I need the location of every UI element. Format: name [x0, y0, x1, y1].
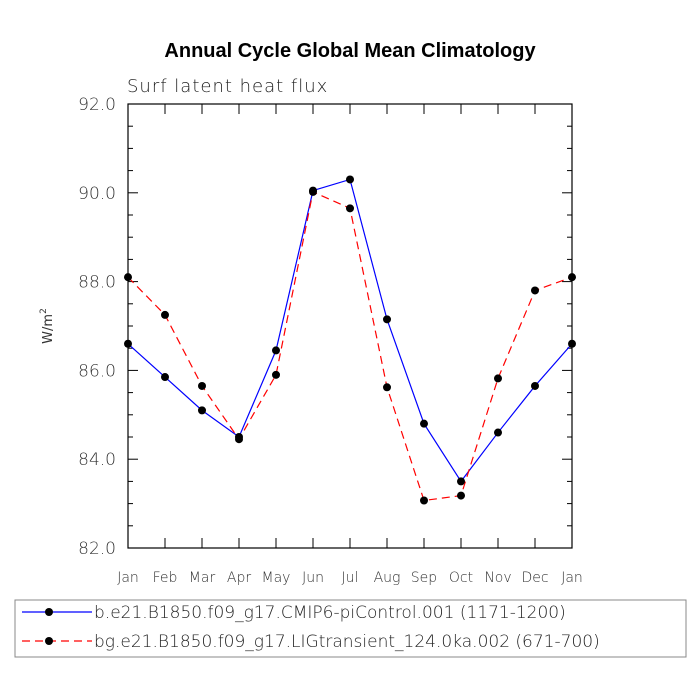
x-tick-label: Dec: [521, 570, 548, 586]
x-tick-label: Jan: [117, 570, 139, 586]
chart-title: Annual Cycle Global Mean Climatology: [164, 40, 536, 62]
y-tick-label: 82.0: [78, 539, 116, 559]
series-2-point: [309, 187, 317, 196]
series-2-point: [346, 204, 354, 213]
series-1-point: [383, 315, 391, 324]
x-tick-label: Oct: [449, 570, 473, 586]
y-axis-label: W/m2: [39, 308, 56, 344]
series-2-point: [161, 310, 169, 319]
plot-frame: [127, 103, 573, 549]
series-1-point: [568, 339, 576, 348]
x-tick-label: Sep: [411, 570, 437, 586]
series-2-point: [235, 435, 243, 444]
series-2-point: [494, 374, 502, 383]
legend: b.e21.B1850.f09_g17.CMIP6-piControl.001 …: [22, 603, 600, 652]
y-axis-ticks: 82.0 84.0 86.0 88.0 90.0 92.0: [78, 95, 572, 559]
series-2-point: [383, 383, 391, 392]
x-tick-label: Nov: [484, 570, 511, 586]
x-tick-label: Apr: [227, 570, 251, 586]
y-tick-label: 84.0: [78, 450, 116, 470]
series-2-point: [124, 273, 132, 282]
series-line-1: [127, 178, 573, 483]
legend-marker-2: [45, 637, 53, 645]
series-1-point: [420, 419, 428, 428]
x-tick-label: May: [262, 570, 291, 586]
series-1-point: [457, 477, 465, 486]
y-tick-label: 90.0: [78, 184, 116, 204]
series-1-point: [161, 373, 169, 382]
series-1-point: [346, 175, 354, 184]
series-2-point: [457, 491, 465, 500]
y-tick-label: 88.0: [78, 273, 116, 293]
series-1-point: [272, 346, 280, 355]
x-tick-label: Jul: [342, 570, 359, 586]
x-tick-label: Mar: [189, 570, 216, 586]
legend-box: [14, 599, 687, 658]
x-tick-label: Aug: [374, 570, 401, 586]
x-tick-label: Jan: [561, 570, 583, 586]
series-layer: [124, 175, 576, 505]
x-tick-label: Jun: [302, 570, 324, 586]
y-axis-label-superscript: 2: [39, 308, 49, 314]
series-1-point: [494, 428, 502, 437]
series-1-point: [198, 406, 206, 415]
series-1-point: [531, 381, 539, 390]
legend-label-2: bg.e21.B1850.f09_g17.LIGtransient_124.0k…: [94, 632, 600, 652]
y-tick-label: 92.0: [78, 95, 116, 115]
series-2-point: [198, 381, 206, 390]
series-2-point: [568, 273, 576, 282]
chart-subtitle: Surf latent heat flux: [127, 76, 328, 97]
series-2-point: [420, 496, 428, 505]
series-line-2: [127, 191, 573, 502]
x-tick-label: Feb: [153, 570, 178, 586]
legend-label-1: b.e21.B1850.f09_g17.CMIP6-piControl.001 …: [94, 603, 566, 623]
series-2-point: [272, 370, 280, 379]
legend-marker-1: [45, 608, 53, 616]
y-axis-label-text: W/m: [41, 314, 56, 344]
series-2-point: [531, 286, 539, 295]
y-tick-label: 86.0: [78, 361, 116, 381]
x-axis-ticks: Jan Feb Mar Apr May Jun Jul Aug Sep Oct Nov Dec Jan: [117, 104, 583, 586]
series-1-point: [124, 339, 132, 348]
